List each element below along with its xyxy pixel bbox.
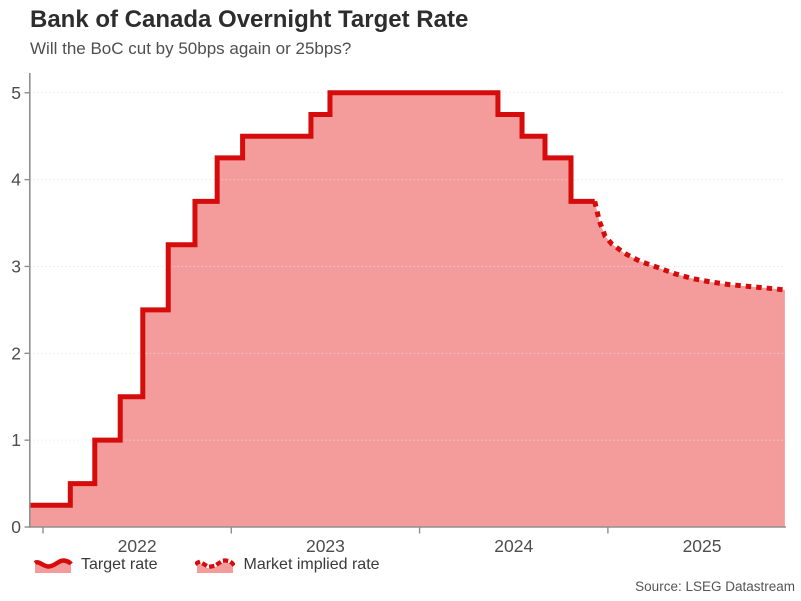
legend-label-target-rate: Target rate (81, 556, 158, 573)
y-tick-label: 4 (11, 170, 21, 190)
legend: Target rate Market implied rate (33, 556, 380, 574)
source-credit: Source: LSEG Datastream (635, 579, 795, 594)
market-implied-rate-dotted-icon (195, 558, 236, 573)
y-tick-label: 3 (11, 256, 21, 276)
target-rate-area-icon (33, 558, 73, 573)
y-tick-label: 1 (11, 430, 21, 450)
chart-title: Bank of Canada Overnight Target Rate (30, 6, 469, 33)
target-rate-line (29, 90, 595, 508)
x-tick-label: 2025 (683, 536, 722, 556)
y-tick-label: 2 (11, 343, 21, 363)
legend-label-market-implied-rate: Market implied rate (243, 556, 380, 573)
legend-item-target-rate: Target rate (33, 556, 157, 574)
x-tick-label: 2024 (494, 536, 533, 556)
y-tick-label: 5 (11, 83, 21, 103)
chart-subtitle: Will the BoC cut by 50bps again or 25bps… (30, 39, 352, 58)
legend-item-market-implied-rate: Market implied rate (195, 556, 380, 574)
x-tick-label: 2022 (118, 536, 157, 556)
x-tick-label: 2023 (306, 536, 345, 556)
y-tick-label: 0 (11, 517, 21, 537)
market-implied-rate-line (592, 200, 786, 293)
